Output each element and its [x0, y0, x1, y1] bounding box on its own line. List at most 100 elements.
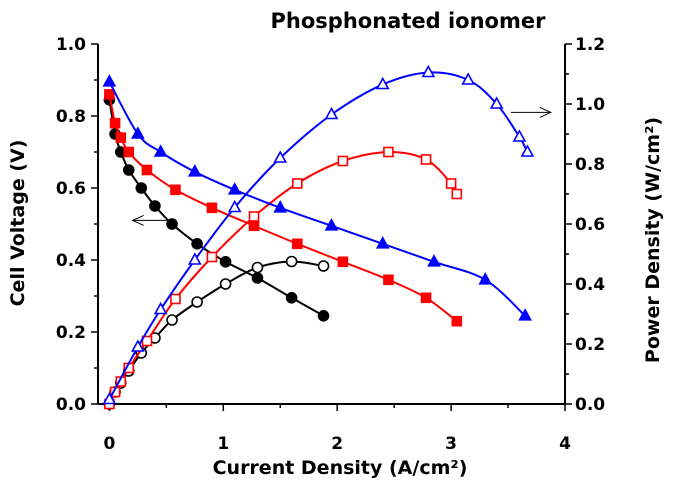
series-4-voltage	[102, 74, 532, 321]
data-point	[420, 292, 432, 304]
data-point	[337, 155, 349, 167]
series-5-power	[102, 64, 535, 405]
data-point	[227, 199, 242, 213]
data-point	[227, 182, 242, 195]
data-point	[248, 220, 260, 232]
data-point	[102, 391, 117, 405]
data-point	[324, 106, 339, 120]
series-1-power	[103, 255, 330, 410]
series-line	[108, 260, 324, 405]
series-layer	[102, 64, 535, 410]
y2-tick-label: 0.8	[575, 155, 605, 175]
data-point	[206, 251, 218, 263]
data-point	[191, 296, 203, 308]
x-tick-label: 1	[217, 434, 229, 454]
data-point	[206, 202, 218, 214]
y2-axis-title: Power Density (W/cm²)	[642, 117, 664, 363]
data-point	[191, 238, 203, 250]
series-2-voltage	[104, 89, 463, 327]
data-point	[122, 164, 135, 176]
data-point	[135, 182, 148, 194]
data-point	[170, 293, 181, 305]
y-tick-label: 0.4	[56, 251, 86, 271]
data-point	[219, 278, 232, 290]
arrow-head	[539, 106, 553, 118]
data-point	[383, 274, 394, 286]
annotations	[131, 106, 553, 226]
chart-title: Phosphonated ionomer	[271, 9, 547, 33]
x-tick-label: 2	[331, 434, 343, 454]
y2-tick-label: 0.2	[575, 335, 605, 355]
series-3-power	[104, 146, 463, 410]
data-point	[292, 238, 303, 250]
data-point	[141, 164, 153, 176]
x-tick-label: 4	[559, 434, 571, 454]
data-point	[337, 256, 349, 268]
data-point	[324, 218, 339, 231]
data-point	[383, 146, 394, 158]
series-line	[108, 81, 526, 317]
y2-tick-label: 0.0	[575, 395, 605, 415]
tick-labels: 0 1 2 3 40.00.20.40.60.81.00.00.20.40.60.81.…	[56, 35, 605, 454]
data-point	[109, 117, 121, 129]
data-point	[451, 315, 463, 327]
data-point	[375, 236, 390, 249]
data-point	[131, 339, 145, 352]
data-point	[292, 178, 303, 189]
data-point	[131, 126, 145, 139]
data-point	[420, 154, 432, 165]
data-point	[219, 255, 232, 268]
y-tick-label: 0.8	[56, 107, 86, 127]
data-point	[285, 291, 298, 304]
series-line	[108, 71, 529, 400]
data-point	[251, 272, 264, 284]
data-point	[123, 146, 135, 158]
axis-ticks	[91, 43, 572, 411]
data-point	[149, 200, 161, 212]
annotation-arrow-right	[510, 106, 553, 118]
data-point	[273, 150, 288, 163]
y-axis-title: Cell Voltage (V)	[7, 140, 29, 307]
data-point	[115, 132, 127, 143]
y-tick-label: 0.2	[56, 323, 86, 343]
y2-tick-label: 0.4	[575, 275, 605, 295]
data-point	[251, 261, 264, 274]
data-point	[445, 178, 457, 189]
data-point	[104, 89, 115, 100]
data-point	[187, 164, 202, 177]
y-tick-label: 1.0	[56, 35, 86, 55]
data-point	[153, 144, 168, 157]
data-point	[187, 252, 202, 265]
data-point	[375, 76, 390, 90]
data-point	[461, 72, 476, 85]
x-tick-label: 3	[445, 434, 457, 454]
y-tick-label: 0.6	[56, 179, 86, 199]
data-point	[489, 96, 504, 109]
data-point	[317, 260, 330, 272]
data-point	[166, 314, 178, 326]
y2-tick-label: 1.0	[575, 95, 605, 115]
data-point	[273, 200, 288, 213]
data-point	[518, 308, 532, 321]
data-point	[451, 188, 463, 200]
arrow-head	[131, 214, 144, 226]
data-point	[520, 144, 535, 157]
data-point	[317, 309, 330, 322]
data-point	[166, 218, 178, 230]
data-point	[285, 255, 298, 268]
data-point	[421, 64, 436, 78]
x-axis-title: Current Density (A/cm²)	[213, 457, 468, 479]
y2-tick-label: 1.2	[575, 35, 605, 55]
data-point	[512, 129, 527, 142]
data-point	[170, 184, 181, 196]
x-tick-label: 0	[103, 434, 115, 454]
annotation-arrow-left	[131, 214, 173, 226]
data-point	[102, 74, 117, 87]
data-point	[427, 254, 441, 267]
y-tick-label: 0.0	[56, 395, 86, 415]
series-line	[108, 150, 458, 405]
data-point	[248, 211, 260, 222]
data-point	[478, 272, 493, 285]
y2-tick-label: 0.6	[575, 215, 605, 235]
